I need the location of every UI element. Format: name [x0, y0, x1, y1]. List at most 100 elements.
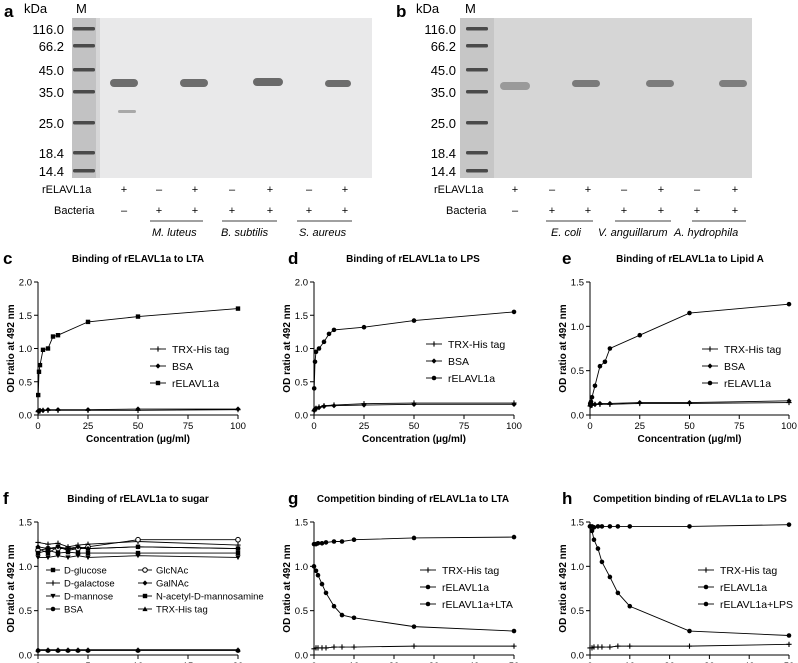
sign: +: [267, 184, 273, 196]
data-point: [431, 375, 437, 381]
data-point: [313, 568, 319, 574]
data-point: [786, 522, 792, 527]
x-tick-label: 50: [409, 421, 420, 432]
x-tick-label: 100: [230, 421, 246, 432]
kda-label-b: kDa: [416, 1, 440, 16]
legend-entry: GlcNAc: [138, 566, 188, 577]
x-tick-label: 50: [784, 661, 795, 663]
data-point: [235, 306, 241, 311]
y-tick-label: 2.0: [19, 278, 32, 289]
data-point: [703, 567, 709, 573]
sign: +: [192, 184, 198, 196]
data-point: [65, 546, 71, 552]
sign: +: [732, 205, 738, 217]
data-point: [597, 400, 603, 407]
group-label: V. anguillarum: [598, 227, 668, 239]
data-point: [703, 584, 709, 590]
legend-entry: rELAVL1a: [150, 378, 219, 390]
chart-g: g Competition binding of rELAVL1a to LTA 0…: [282, 489, 519, 663]
data-point: [85, 407, 91, 413]
chart-e: e Binding of rELAVL1a to Lipid A 0.0 0.5 1.0…: [558, 249, 797, 445]
legend-entry: GalNAc: [138, 579, 189, 590]
data-point: [40, 347, 46, 353]
data-point: [425, 601, 431, 607]
legend-entry: D-glucose: [46, 566, 107, 577]
marker-size-label: 45.0: [431, 63, 456, 78]
legend-label: rELAVL1a+LTA: [442, 599, 513, 611]
marker-band: [466, 169, 488, 173]
legend-entry: TRX-His tag: [138, 605, 208, 616]
sign: +: [342, 184, 348, 196]
x-tick-label: 50: [684, 421, 695, 432]
data-point: [607, 574, 613, 580]
data-point: [351, 615, 357, 621]
x-tick-label: 50: [509, 661, 520, 663]
sign: +: [306, 205, 312, 217]
y-tick-label: 1.5: [571, 278, 584, 289]
data-point: [589, 528, 595, 534]
data-point: [361, 324, 367, 330]
sign: +: [342, 205, 348, 217]
marker-size-label: 35.0: [431, 85, 456, 100]
legend-entry: BSA: [46, 605, 84, 616]
data-point: [45, 550, 51, 556]
sign: +: [192, 205, 198, 217]
data-point: [599, 524, 605, 529]
y-tick-label: 0.0: [571, 651, 584, 662]
series: [35, 406, 241, 414]
y-tick-label: 2.0: [295, 278, 308, 289]
y-axis-label: OD ratio at 492 nm: [6, 544, 17, 632]
sign: –: [229, 184, 236, 196]
data-point: [55, 647, 61, 652]
row2-label-b: Bacteria: [446, 205, 487, 217]
x-tick-label: 30: [704, 661, 715, 663]
panel-letter-g: g: [288, 489, 298, 508]
data-point: [85, 555, 91, 561]
x-tick-label: 25: [359, 421, 370, 432]
data-point: [331, 539, 337, 544]
data-point: [591, 525, 597, 530]
data-point: [311, 386, 317, 391]
data-point: [135, 406, 141, 412]
y-tick-label: 1.5: [19, 311, 32, 322]
x-tick-label: 10: [133, 661, 144, 663]
y-tick-label: 1.5: [571, 518, 584, 529]
gel-band: [110, 79, 138, 87]
panel-letter-a: a: [4, 2, 14, 21]
chart-title: Competition binding of rELAVL1a to LTA: [317, 494, 509, 505]
legend-label: D-galactose: [64, 579, 115, 590]
data-point: [35, 647, 41, 652]
legend-label: N-acetyl-D-mannosamine: [156, 592, 264, 603]
data-point: [321, 339, 327, 345]
marker-lane-label-a: M: [76, 1, 87, 16]
sign: +: [156, 205, 162, 217]
panel-letter-c: c: [3, 249, 12, 268]
data-point: [37, 407, 43, 413]
panel-letter-e: e: [562, 249, 571, 268]
y-axis-label: OD ratio at 492 nm: [558, 304, 569, 392]
gel-panel-b: b kDa M 116.0 66.2 45.0 35.0 25.0 18.4 14.4 rE…: [396, 1, 752, 239]
data-point: [591, 537, 597, 543]
data-point: [312, 359, 318, 365]
gel-image-b: [460, 18, 752, 178]
x-tick-label: 75: [734, 421, 745, 432]
legend-label: BSA: [64, 605, 84, 616]
y-axis-label: OD ratio at 492 nm: [282, 304, 293, 392]
data-point: [36, 392, 41, 398]
x-axis-label: Concentration (μg/ml): [362, 434, 466, 445]
marker-band: [73, 68, 95, 72]
data-point: [637, 399, 643, 406]
y-tick-label: 0.5: [571, 606, 584, 617]
data-point: [75, 550, 81, 556]
data-point: [686, 643, 693, 649]
gel-band: [325, 80, 351, 87]
legend-label: rELAVL1a: [442, 582, 489, 594]
chart-title: Binding of rELAVL1a to Lipid A: [616, 254, 764, 265]
series-line: [313, 311, 515, 389]
sign: +: [121, 184, 127, 196]
y-tick-label: 0.0: [19, 411, 32, 422]
data-point: [351, 644, 357, 650]
legend-label: TRX-His tag: [172, 344, 229, 356]
data-point: [707, 363, 713, 369]
legend-entry: rELAVL1a: [426, 373, 495, 385]
